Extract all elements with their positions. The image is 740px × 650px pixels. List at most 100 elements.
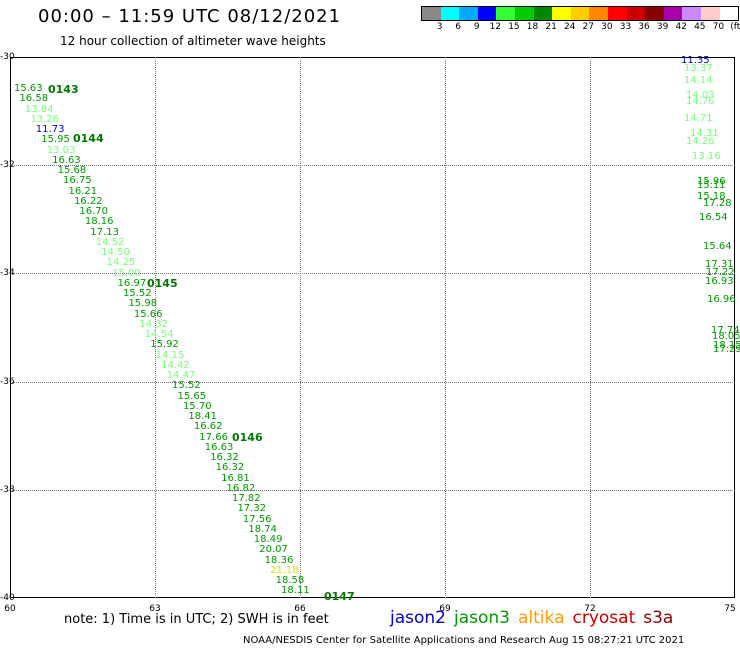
color-swatch [682,7,701,20]
wave-height-label: 14.15 [155,349,185,361]
x-tick-label: 60 [4,604,16,614]
wave-height-label: 16.96 [707,294,736,305]
wave-height-label: 16.63 [52,154,81,166]
color-scale-label: 15 [508,22,520,32]
color-scale-label: 27 [582,22,595,32]
color-scale-label: 36 [638,22,650,32]
track-label: 0143 [48,83,79,96]
wave-height-label: 16.32 [215,462,245,474]
wave-height-label: 15.64 [703,241,732,252]
wave-height-label: 17.13 [90,226,119,238]
color-scale-label: 39 [656,22,669,32]
wave-height-label: 18.11 [281,585,310,597]
wave-height-label: 14.32 [139,318,168,330]
y-tick-label: -30 [0,52,15,62]
wave-height-label: 18.58 [275,575,305,586]
grid-line-vertical [155,57,156,598]
wave-height-label: 17.74 [711,325,740,336]
x-tick-label: 63 [149,604,161,614]
wave-height-label: 13.26 [30,113,59,125]
wave-height-label: 15.63 [14,83,43,94]
track-label: 0147 [324,590,355,603]
wave-height-label: 18.15 [713,340,740,351]
wave-height-label: 16.22 [73,195,103,207]
wave-height-label: 14.25 [106,257,136,269]
color-scale-label: 12 [489,22,502,32]
color-scale-label: 18 [526,22,539,32]
wave-height-label: 18.49 [253,534,283,545]
wave-height-label: 16.75 [63,175,92,187]
color-swatch [440,7,460,20]
color-swatch [477,7,497,20]
wave-height-label: 13.37 [684,63,713,74]
color-scale-label: 42 [675,22,687,32]
wave-height-label: 16.32 [210,452,239,463]
wave-height-label: 15.70 [182,400,212,412]
wave-height-label: 16.58 [19,93,49,105]
wave-height-label: 14.26 [686,136,715,147]
wave-height-label: 15.68 [57,165,87,176]
wave-height-label: 18.74 [248,523,277,535]
wave-height-label: 16.70 [79,206,109,217]
color-scale-label: 70 [712,22,725,32]
page-title: 00:00 – 11:59 UTC 08/12/2021 [38,6,342,27]
wave-height-label: 21.18 [270,564,299,576]
color-swatch [496,7,515,20]
wave-height-label: 14.76 [686,96,715,107]
legend-entry: altika [518,608,565,628]
wave-height-label: 15.52 [172,380,201,392]
satellite-legend: jason2 jason3 altika cryosat s3a [390,608,681,628]
legend-entry: jason2 [390,608,446,628]
color-swatch [589,7,608,20]
color-scale-label: 24 [563,22,576,32]
color-swatch [663,7,683,20]
wave-height-label: 17.32 [237,503,267,515]
footer-credit: NOAA/NESDIS Center for Satellite Applica… [243,635,685,646]
wave-height-label: 17.82 [232,493,261,504]
y-tick-label: -36 [0,376,15,387]
grid-line-horizontal [10,165,735,167]
color-scale-label: 33 [619,22,632,32]
color-swatch [514,7,534,20]
track-label: 0145 [147,277,178,290]
wave-height-label: 14.50 [101,247,130,258]
wave-height-label: 14.42 [161,359,190,371]
wave-height-label: 18.41 [188,411,218,422]
wave-height-label: 20.07 [259,544,288,556]
color-swatch [719,7,739,20]
color-scale-label: 9 [473,22,480,32]
grid-line-horizontal [10,381,735,383]
wave-height-label: 13.84 [24,103,54,115]
wave-height-label: 13.03 [46,144,76,156]
y-tick-label: -34 [0,268,15,279]
y-tick-label: -40 [0,593,15,603]
wave-height-label: 17.56 [242,513,272,525]
grid-line-horizontal [10,273,735,275]
wave-height-label: 18.16 [84,216,114,228]
color-swatch [552,7,571,20]
wave-height-label: 15.96 [697,176,726,187]
color-swatch [570,7,590,20]
legend-entry: s3a [643,608,674,628]
color-scale-label: (ft) [730,22,740,32]
wave-height-label: 18.36 [264,554,294,566]
wave-height-label: 16.63 [204,441,234,453]
wave-height-label: 15.95 [41,134,70,146]
wave-height-label: 14.31 [690,128,719,139]
grid-line-vertical [300,57,301,598]
wave-height-label: 15.65 [177,390,207,402]
color-swatch [645,7,664,20]
wave-height-label: 14.14 [684,75,713,86]
color-swatch [422,7,441,20]
wave-height-label: 11.35 [681,55,710,66]
wave-height-label: 14.03 [686,90,715,101]
wave-height-label: 14.54 [144,329,174,340]
wave-height-label: 15.11 [697,180,726,191]
track-label: 0146 [232,431,263,444]
x-tick-label: 75 [724,604,736,614]
y-tick-label: -32 [0,160,15,171]
wave-height-label: 16.62 [193,421,223,433]
track-label: 0144 [73,132,104,145]
wave-height-label: 13.16 [692,151,721,162]
